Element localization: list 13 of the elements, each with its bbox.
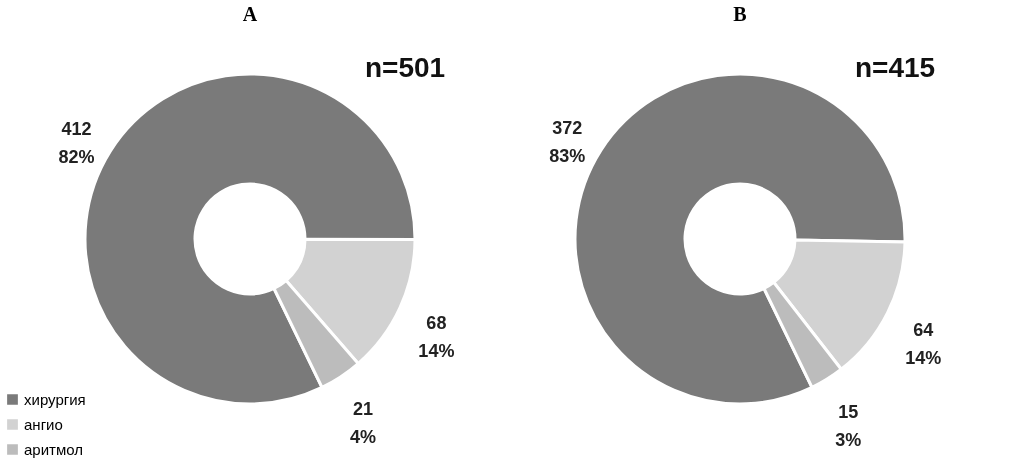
- legend-label: аритмол: [24, 440, 84, 458]
- data-label: 412 82%: [58, 118, 95, 167]
- data-label: 64 14%: [905, 319, 942, 368]
- data-label: 372 83%: [549, 117, 586, 166]
- legend-label: ангио: [24, 415, 63, 433]
- data-label: 21 4%: [349, 399, 376, 448]
- legend-label: хирургия: [24, 390, 86, 408]
- text: n=415: [854, 52, 936, 83]
- data-label: 15 3%: [835, 402, 862, 451]
- chart-title: B: [733, 3, 747, 25]
- data-label: 68 14%: [418, 313, 455, 362]
- text: n=501: [364, 52, 446, 83]
- chart-title: A: [242, 3, 258, 25]
